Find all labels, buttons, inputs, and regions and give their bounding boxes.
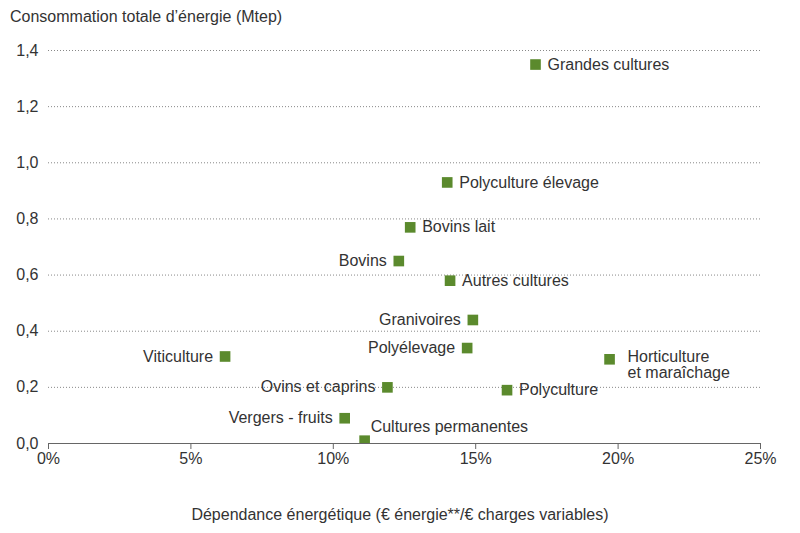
svg-text:0,0: 0,0 [16,435,38,452]
svg-text:Cultures permanentes: Cultures permanentes [371,418,528,435]
svg-text:0%: 0% [37,450,60,467]
html-text:Dépendance énergétique (€ éner: Dépendance énergétique (€ énergie**/€ ch… [191,506,609,523]
svg-text:1,0: 1,0 [16,154,38,171]
svg-text:Viticulture: Viticulture [143,348,213,365]
svg-text:0,8: 0,8 [16,210,38,227]
svg-text:Grandes cultures: Grandes cultures [548,56,670,73]
svg-text:Vergers - fruits: Vergers - fruits [229,409,333,426]
svg-text:Ovins et caprins: Ovins et caprins [261,378,376,395]
svg-text:Autres cultures: Autres cultures [462,272,569,289]
svg-text:Polyculture: Polyculture [519,381,598,398]
svg-text:Bovins: Bovins [339,252,387,269]
svg-text:Granivoires: Granivoires [379,311,461,328]
svg-text:0,2: 0,2 [16,378,38,395]
svg-text:1,4: 1,4 [16,42,38,59]
svg-text:Polyculture élevage: Polyculture élevage [459,174,599,191]
html-text:Consommation totale d’énergie: Consommation totale d’énergie (Mtep) [10,8,283,25]
svg-text:1,2: 1,2 [16,98,38,115]
svg-text:Bovins lait: Bovins lait [422,218,495,235]
svg-text:25%: 25% [744,450,776,467]
svg-text:0,4: 0,4 [16,322,38,339]
svg-text:5%: 5% [179,450,202,467]
svg-text:20%: 20% [602,450,634,467]
svg-text:10%: 10% [317,450,349,467]
svg-text:0,6: 0,6 [16,266,38,283]
svg-text:15%: 15% [460,450,492,467]
svg-text:Polyélevage: Polyélevage [368,339,455,356]
svg-text:Horticultureet maraîchage: Horticultureet maraîchage [628,348,730,381]
